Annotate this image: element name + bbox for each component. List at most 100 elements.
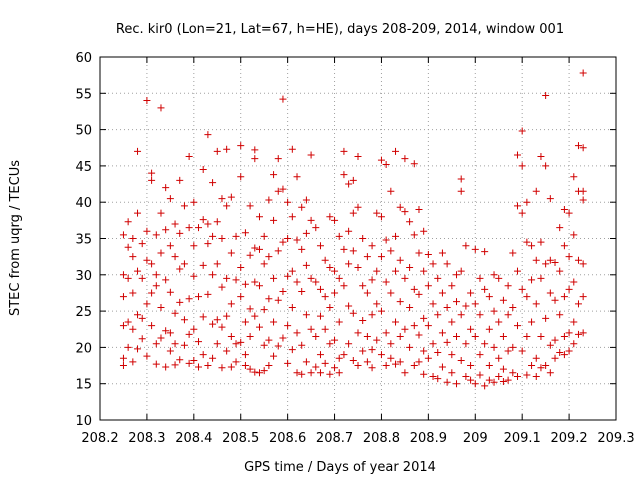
data-point	[251, 312, 259, 320]
data-point	[382, 160, 390, 168]
data-point	[255, 282, 263, 290]
data-point	[528, 242, 536, 250]
data-point	[176, 176, 184, 184]
data-point	[354, 362, 362, 370]
data-point	[523, 293, 531, 301]
data-point	[471, 380, 479, 388]
axis-ticks: 208.2 208.3 208.4 208.5 208.6 208.7 208.8 208.9…	[75, 51, 634, 446]
data-point	[321, 359, 329, 367]
data-point	[574, 256, 582, 264]
x-tick-label: 208.8	[363, 431, 400, 446]
data-point	[307, 216, 315, 224]
data-point	[312, 363, 320, 371]
data-point	[138, 314, 146, 322]
data-point	[420, 370, 428, 378]
data-point	[223, 312, 231, 320]
data-point	[443, 303, 451, 311]
data-point	[485, 376, 493, 384]
data-point	[312, 278, 320, 286]
data-point	[354, 152, 362, 160]
data-point	[392, 147, 400, 155]
data-point	[119, 322, 127, 330]
data-point	[171, 309, 179, 317]
data-point	[396, 333, 404, 341]
data-point	[298, 203, 306, 211]
data-point	[190, 325, 198, 333]
data-point	[570, 231, 578, 239]
data-point	[251, 244, 259, 252]
data-point	[326, 303, 334, 311]
data-point	[453, 380, 461, 388]
data-point	[490, 271, 498, 279]
data-point	[546, 341, 554, 349]
data-point	[326, 340, 334, 348]
data-point	[237, 142, 245, 150]
data-point	[251, 368, 259, 376]
data-point	[148, 289, 156, 297]
data-point	[312, 333, 320, 341]
data-point	[195, 224, 203, 232]
data-point	[509, 249, 517, 257]
data-point	[326, 370, 334, 378]
data-point	[190, 272, 198, 280]
data-point	[406, 264, 414, 272]
data-point	[199, 261, 207, 269]
data-point	[382, 362, 390, 370]
data-point	[410, 322, 418, 330]
data-point	[298, 245, 306, 253]
data-point	[345, 227, 353, 235]
data-point	[129, 289, 137, 297]
data-point	[209, 232, 217, 240]
data-point	[579, 293, 587, 301]
data-point	[565, 347, 573, 355]
data-point	[368, 311, 376, 319]
data-point	[392, 267, 400, 275]
data-point	[349, 309, 357, 317]
data-point	[373, 267, 381, 275]
data-point	[373, 336, 381, 344]
data-point	[307, 274, 315, 282]
data-point	[288, 303, 296, 311]
data-point	[434, 348, 442, 356]
data-point	[495, 274, 503, 282]
data-point	[537, 238, 545, 246]
data-point	[481, 248, 489, 256]
data-point	[148, 176, 156, 184]
data-point	[176, 265, 184, 273]
data-point	[265, 362, 273, 370]
data-point	[542, 91, 550, 99]
data-point	[377, 213, 385, 221]
data-point	[354, 329, 362, 337]
data-point	[382, 329, 390, 337]
data-point	[518, 162, 526, 170]
data-point	[448, 351, 456, 359]
data-point	[119, 271, 127, 279]
data-point	[316, 312, 324, 320]
data-point	[513, 267, 521, 275]
y-tick-label: 35	[75, 233, 92, 248]
data-point	[246, 202, 254, 210]
data-point	[556, 224, 564, 232]
data-point	[424, 282, 432, 290]
data-point	[270, 318, 278, 326]
data-point	[415, 331, 423, 339]
data-point	[316, 351, 324, 359]
data-point	[387, 289, 395, 297]
data-point	[504, 376, 512, 384]
data-point	[401, 325, 409, 333]
data-point	[307, 151, 315, 159]
data-point	[274, 247, 282, 255]
data-point	[246, 333, 254, 341]
data-point	[570, 173, 578, 181]
data-point	[345, 302, 353, 310]
data-point	[279, 185, 287, 193]
y-tick-label: 50	[75, 124, 92, 139]
data-point	[302, 229, 310, 237]
data-point	[293, 173, 301, 181]
data-point	[260, 367, 268, 375]
data-point	[359, 317, 367, 325]
data-point	[270, 352, 278, 360]
data-point	[448, 369, 456, 377]
data-point	[241, 280, 249, 288]
data-point	[209, 179, 217, 187]
